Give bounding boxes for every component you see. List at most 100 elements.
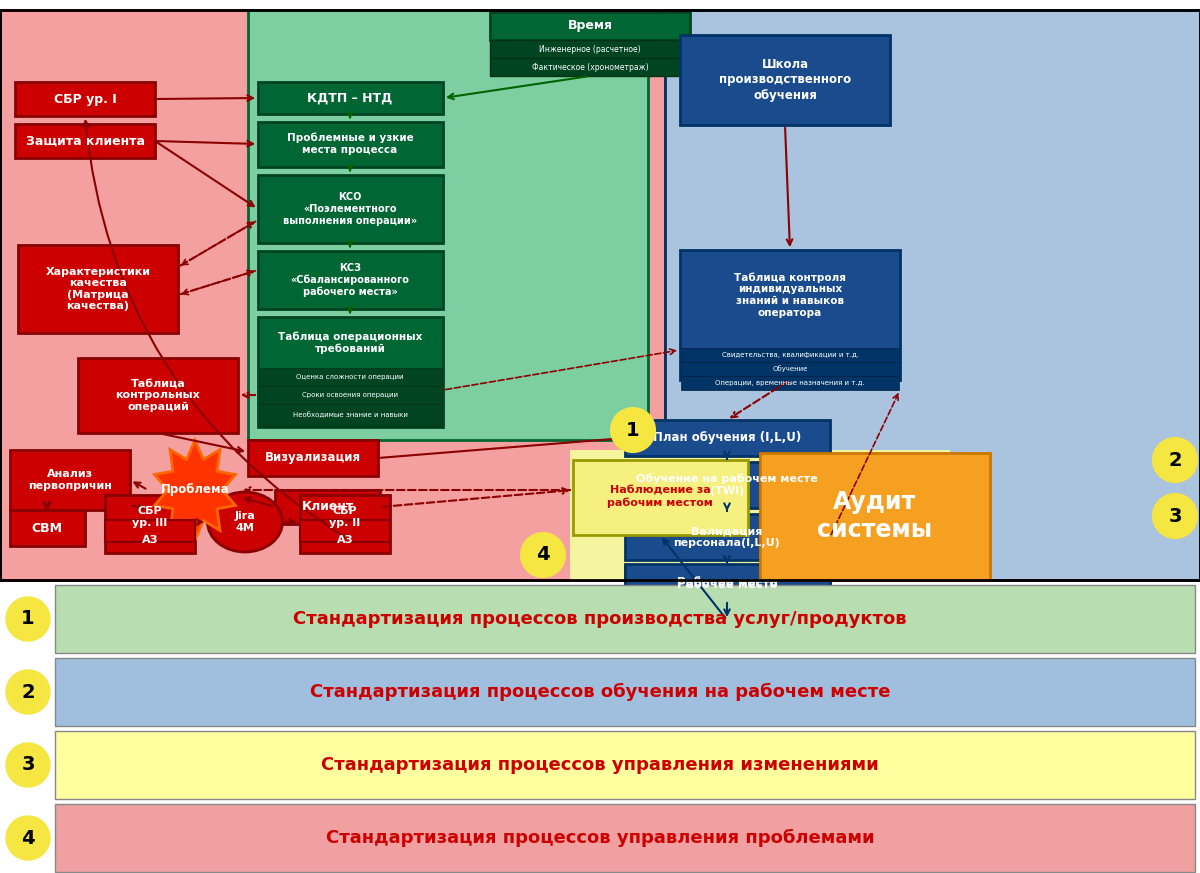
Text: Рабочее место: Рабочее место xyxy=(677,575,778,588)
Text: 3: 3 xyxy=(1169,506,1182,526)
Text: Стандартизация процессов обучения на рабочем месте: Стандартизация процессов обучения на раб… xyxy=(310,683,890,701)
Text: 1: 1 xyxy=(22,609,35,629)
FancyBboxPatch shape xyxy=(258,251,443,309)
FancyBboxPatch shape xyxy=(55,804,1195,872)
Circle shape xyxy=(6,816,50,860)
Text: Операции, временные назначения и т.д.: Операции, временные назначения и т.д. xyxy=(715,380,865,386)
Text: 3: 3 xyxy=(22,755,35,774)
Text: 1: 1 xyxy=(626,421,640,439)
FancyBboxPatch shape xyxy=(300,495,390,553)
FancyBboxPatch shape xyxy=(55,658,1195,726)
FancyBboxPatch shape xyxy=(259,368,442,386)
FancyBboxPatch shape xyxy=(300,520,390,542)
FancyBboxPatch shape xyxy=(682,376,899,390)
FancyBboxPatch shape xyxy=(625,462,830,508)
Text: Обучение: Обучение xyxy=(773,366,808,373)
FancyBboxPatch shape xyxy=(275,490,380,524)
Text: План обучения (I,L,U): План обучения (I,L,U) xyxy=(653,431,802,444)
FancyBboxPatch shape xyxy=(10,450,130,510)
Text: Таблица операционных
требований: Таблица операционных требований xyxy=(278,332,422,354)
Text: КСЗ
«Сбалансированного
рабочего места»: КСЗ «Сбалансированного рабочего места» xyxy=(290,263,409,297)
Text: Рабочее место: Рабочее место xyxy=(677,578,778,590)
Circle shape xyxy=(521,533,565,577)
Text: Клиент: Клиент xyxy=(302,500,354,513)
Text: Таблица
контрольных
операций: Таблица контрольных операций xyxy=(115,378,200,412)
FancyBboxPatch shape xyxy=(14,124,155,158)
Text: Наблюдение за
рабочим местом: Наблюдение за рабочим местом xyxy=(607,486,713,508)
FancyBboxPatch shape xyxy=(490,40,690,58)
FancyBboxPatch shape xyxy=(258,175,443,243)
FancyBboxPatch shape xyxy=(10,510,85,546)
Text: Школа
производственного
обучения: Школа производственного обучения xyxy=(719,58,851,101)
Text: КСО
«Поэлементного
выполнения операции»: КСО «Поэлементного выполнения операции» xyxy=(283,192,418,225)
FancyBboxPatch shape xyxy=(680,35,890,125)
FancyBboxPatch shape xyxy=(490,12,690,40)
Circle shape xyxy=(6,743,50,787)
FancyBboxPatch shape xyxy=(14,82,155,116)
Text: Проблема: Проблема xyxy=(161,484,229,497)
FancyBboxPatch shape xyxy=(259,386,442,404)
Circle shape xyxy=(6,670,50,714)
Circle shape xyxy=(6,597,50,641)
Text: Jira
4M: Jira 4M xyxy=(235,512,256,533)
FancyBboxPatch shape xyxy=(570,450,950,580)
FancyBboxPatch shape xyxy=(258,82,443,114)
Polygon shape xyxy=(155,440,235,540)
Circle shape xyxy=(611,408,655,452)
Text: 2: 2 xyxy=(1168,450,1182,470)
Text: Необходимые знание и навыки: Необходимые знание и навыки xyxy=(293,411,408,418)
FancyBboxPatch shape xyxy=(625,564,830,600)
FancyBboxPatch shape xyxy=(760,453,990,580)
Text: 4: 4 xyxy=(536,546,550,565)
FancyBboxPatch shape xyxy=(682,362,899,376)
Text: СБР
ур. II: СБР ур. II xyxy=(329,506,361,528)
Text: СБР ур. I: СБР ур. I xyxy=(54,93,116,106)
Text: Обучение на рабочем месте
(TWI): Обучение на рабочем месте (TWI) xyxy=(636,474,818,496)
FancyBboxPatch shape xyxy=(55,585,1195,653)
Text: СБР
ур. III: СБР ур. III xyxy=(132,506,168,528)
Text: Защита клиента: Защита клиента xyxy=(25,134,144,148)
Text: Визуализация: Визуализация xyxy=(265,451,361,464)
FancyBboxPatch shape xyxy=(18,245,178,333)
Text: 4: 4 xyxy=(22,828,35,848)
Text: Таблица контроля
индивидуальных
знаний и навыков
оператора: Таблица контроля индивидуальных знаний и… xyxy=(734,272,846,318)
Text: Время: Время xyxy=(568,19,612,32)
Text: АЗ: АЗ xyxy=(142,535,158,545)
FancyBboxPatch shape xyxy=(625,420,830,456)
FancyBboxPatch shape xyxy=(490,58,690,76)
Text: Свидетельства, квалификации и т.д.: Свидетельства, квалификации и т.д. xyxy=(721,352,858,358)
Text: Стандартизация процессов производства услуг/продуктов: Стандартизация процессов производства ус… xyxy=(293,610,907,628)
FancyBboxPatch shape xyxy=(248,10,648,440)
Text: Стандартизация процессов управления изменениями: Стандартизация процессов управления изме… xyxy=(322,756,878,774)
FancyBboxPatch shape xyxy=(106,520,194,542)
Text: КДТП – НТД: КДТП – НТД xyxy=(307,92,392,105)
Text: 2: 2 xyxy=(22,683,35,702)
FancyBboxPatch shape xyxy=(55,731,1195,799)
Text: Инженерное (расчетное): Инженерное (расчетное) xyxy=(539,45,641,53)
FancyBboxPatch shape xyxy=(665,10,1200,580)
FancyBboxPatch shape xyxy=(259,404,442,426)
Text: Фактическое (хронометраж): Фактическое (хронометраж) xyxy=(532,63,648,72)
Text: АЗ: АЗ xyxy=(337,535,353,545)
Text: Анализ
первопричин: Анализ первопричин xyxy=(28,469,112,491)
Text: Валидация
персонала(I,L,U): Валидация персонала(I,L,U) xyxy=(673,526,780,547)
Text: Проблемные и узкие
места процесса: Проблемные и узкие места процесса xyxy=(287,133,413,155)
Circle shape xyxy=(1153,494,1198,538)
FancyBboxPatch shape xyxy=(258,317,443,427)
Text: Сроки освоения операции: Сроки освоения операции xyxy=(302,392,398,398)
Text: Оценка сложности операции: Оценка сложности операции xyxy=(296,374,403,380)
Circle shape xyxy=(1153,438,1198,482)
FancyBboxPatch shape xyxy=(258,122,443,167)
FancyBboxPatch shape xyxy=(106,495,194,553)
FancyBboxPatch shape xyxy=(680,250,900,380)
FancyBboxPatch shape xyxy=(0,10,665,580)
Text: СВМ: СВМ xyxy=(31,521,62,534)
FancyBboxPatch shape xyxy=(574,460,748,535)
FancyBboxPatch shape xyxy=(625,566,830,602)
FancyBboxPatch shape xyxy=(78,358,238,433)
Text: Аудит
системы: Аудит системы xyxy=(817,490,932,542)
FancyBboxPatch shape xyxy=(682,348,899,362)
Text: Стандартизация процессов управления проблемами: Стандартизация процессов управления проб… xyxy=(325,829,875,847)
Text: Характеристики
качества
(Матрица
качества): Характеристики качества (Матрица качеств… xyxy=(46,266,150,312)
FancyBboxPatch shape xyxy=(625,514,830,560)
